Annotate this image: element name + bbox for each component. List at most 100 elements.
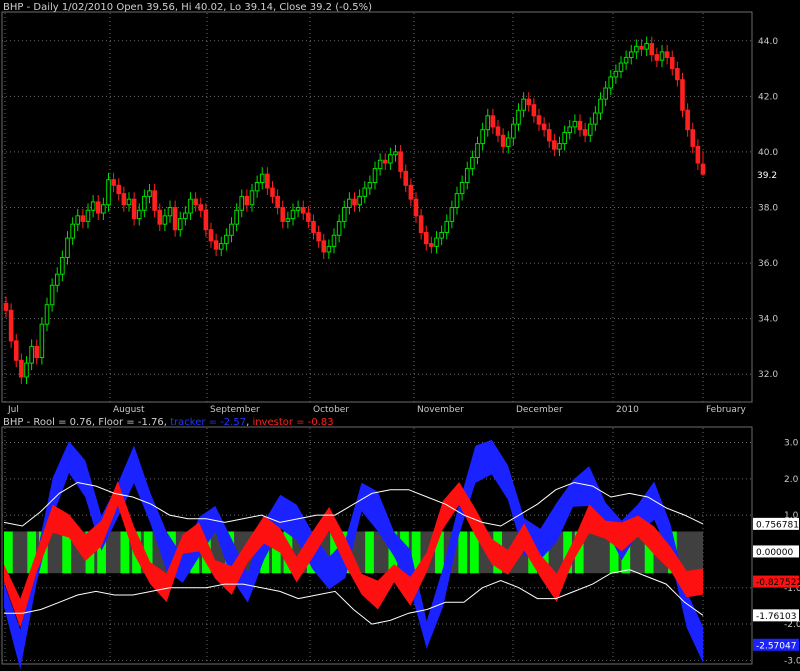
- candle-up: [49, 278, 55, 312]
- candle-down: [695, 139, 701, 170]
- candle-body: [577, 120, 583, 131]
- candle-up: [372, 161, 378, 190]
- candle-body: [101, 204, 106, 214]
- rool-line: [3, 481, 704, 527]
- candle-down: [685, 103, 690, 137]
- candle-body: [111, 179, 116, 186]
- candle-down: [495, 119, 501, 143]
- tracker-band: [4, 439, 703, 670]
- candle-up: [598, 92, 603, 120]
- candle-up: [587, 117, 593, 143]
- price-tick-label: 40.0: [758, 148, 778, 158]
- candle-body: [65, 237, 70, 259]
- candle-down: [8, 303, 14, 348]
- candle-up: [39, 317, 45, 365]
- candle-up: [60, 250, 65, 282]
- candle-up: [290, 203, 296, 226]
- candle-up: [254, 175, 260, 198]
- candle-up: [188, 192, 193, 221]
- candle-up: [357, 189, 362, 212]
- value-box-bg: [753, 575, 799, 588]
- candle-body: [234, 209, 239, 225]
- candle-down: [352, 192, 357, 212]
- candle-body: [34, 345, 40, 359]
- candle-body: [572, 120, 578, 128]
- candle-up: [454, 186, 460, 215]
- floor-line: [4, 569, 704, 625]
- candle-body: [70, 223, 75, 239]
- candle-body: [142, 195, 147, 211]
- candle-body: [341, 207, 347, 222]
- floor-last-value-box: -1.76103: [753, 609, 799, 622]
- candle-up: [234, 203, 239, 232]
- zone-green-segment: [574, 531, 584, 574]
- candle-body: [311, 220, 316, 234]
- candle-up: [183, 206, 188, 226]
- candle-body: [531, 104, 537, 117]
- indicator-series: [3, 439, 704, 670]
- candle-body: [126, 198, 132, 206]
- candle-body: [634, 45, 639, 53]
- candle-up: [475, 136, 480, 165]
- candle-body: [162, 215, 168, 225]
- month-label: September: [210, 405, 260, 415]
- candle-body: [265, 173, 270, 189]
- candle-down: [172, 200, 178, 237]
- candle-up: [603, 81, 608, 107]
- tracker-legend: tracker = -2.57: [170, 417, 247, 428]
- candle-up: [54, 267, 60, 293]
- candle-body: [526, 98, 532, 106]
- candle-up: [75, 208, 81, 232]
- candle-body: [157, 209, 163, 225]
- month-label: 2010: [616, 405, 639, 415]
- candle-body: [152, 190, 157, 211]
- x-axis-labels: Jul August September October November Decembe…: [7, 405, 747, 415]
- candle-body: [449, 207, 455, 222]
- candle-body: [198, 204, 204, 211]
- zone-green-segment: [97, 531, 106, 574]
- candle-up: [336, 214, 342, 243]
- indicator-tick-label: -2.0: [784, 620, 800, 630]
- candle-up: [618, 56, 624, 79]
- candle-body: [183, 212, 188, 220]
- candle-down: [577, 114, 583, 137]
- candle-body: [116, 184, 122, 195]
- candle-up: [341, 200, 347, 229]
- price-tick-label: 36.0: [758, 259, 778, 269]
- investor-band: [4, 481, 703, 628]
- candle-up: [331, 228, 337, 254]
- candle-down: [680, 72, 685, 118]
- last-price-label: 39.2: [757, 171, 777, 181]
- candle-body: [90, 201, 96, 211]
- candle-down: [34, 339, 40, 365]
- candle-body: [413, 198, 419, 217]
- candle-body: [459, 181, 465, 195]
- candle-up: [239, 189, 245, 218]
- candle-down: [121, 186, 127, 212]
- month-label: November: [417, 405, 464, 415]
- candle-body: [613, 70, 619, 78]
- month-label: October: [313, 405, 349, 415]
- candle-down: [408, 178, 414, 207]
- month-label: Jul: [7, 405, 19, 415]
- candle-body: [44, 304, 50, 325]
- candle-body: [444, 220, 450, 234]
- candle-down: [275, 189, 280, 215]
- candle-up: [29, 339, 34, 371]
- candle-up: [459, 175, 465, 201]
- candlestick-series: [3, 36, 706, 384]
- candle-up: [229, 217, 234, 243]
- indicator-tick-label: 3.0: [784, 439, 799, 449]
- candle-up: [285, 211, 291, 229]
- candle-down: [80, 208, 86, 229]
- candle-up: [644, 36, 649, 57]
- candle-up: [377, 153, 383, 176]
- candle-body: [321, 240, 327, 253]
- month-label: December: [516, 405, 563, 415]
- candle-down: [669, 50, 675, 76]
- candle-body: [546, 129, 552, 142]
- value-box-text: 0.756781: [756, 520, 799, 530]
- candle-body: [106, 179, 111, 206]
- candle-body: [244, 195, 250, 206]
